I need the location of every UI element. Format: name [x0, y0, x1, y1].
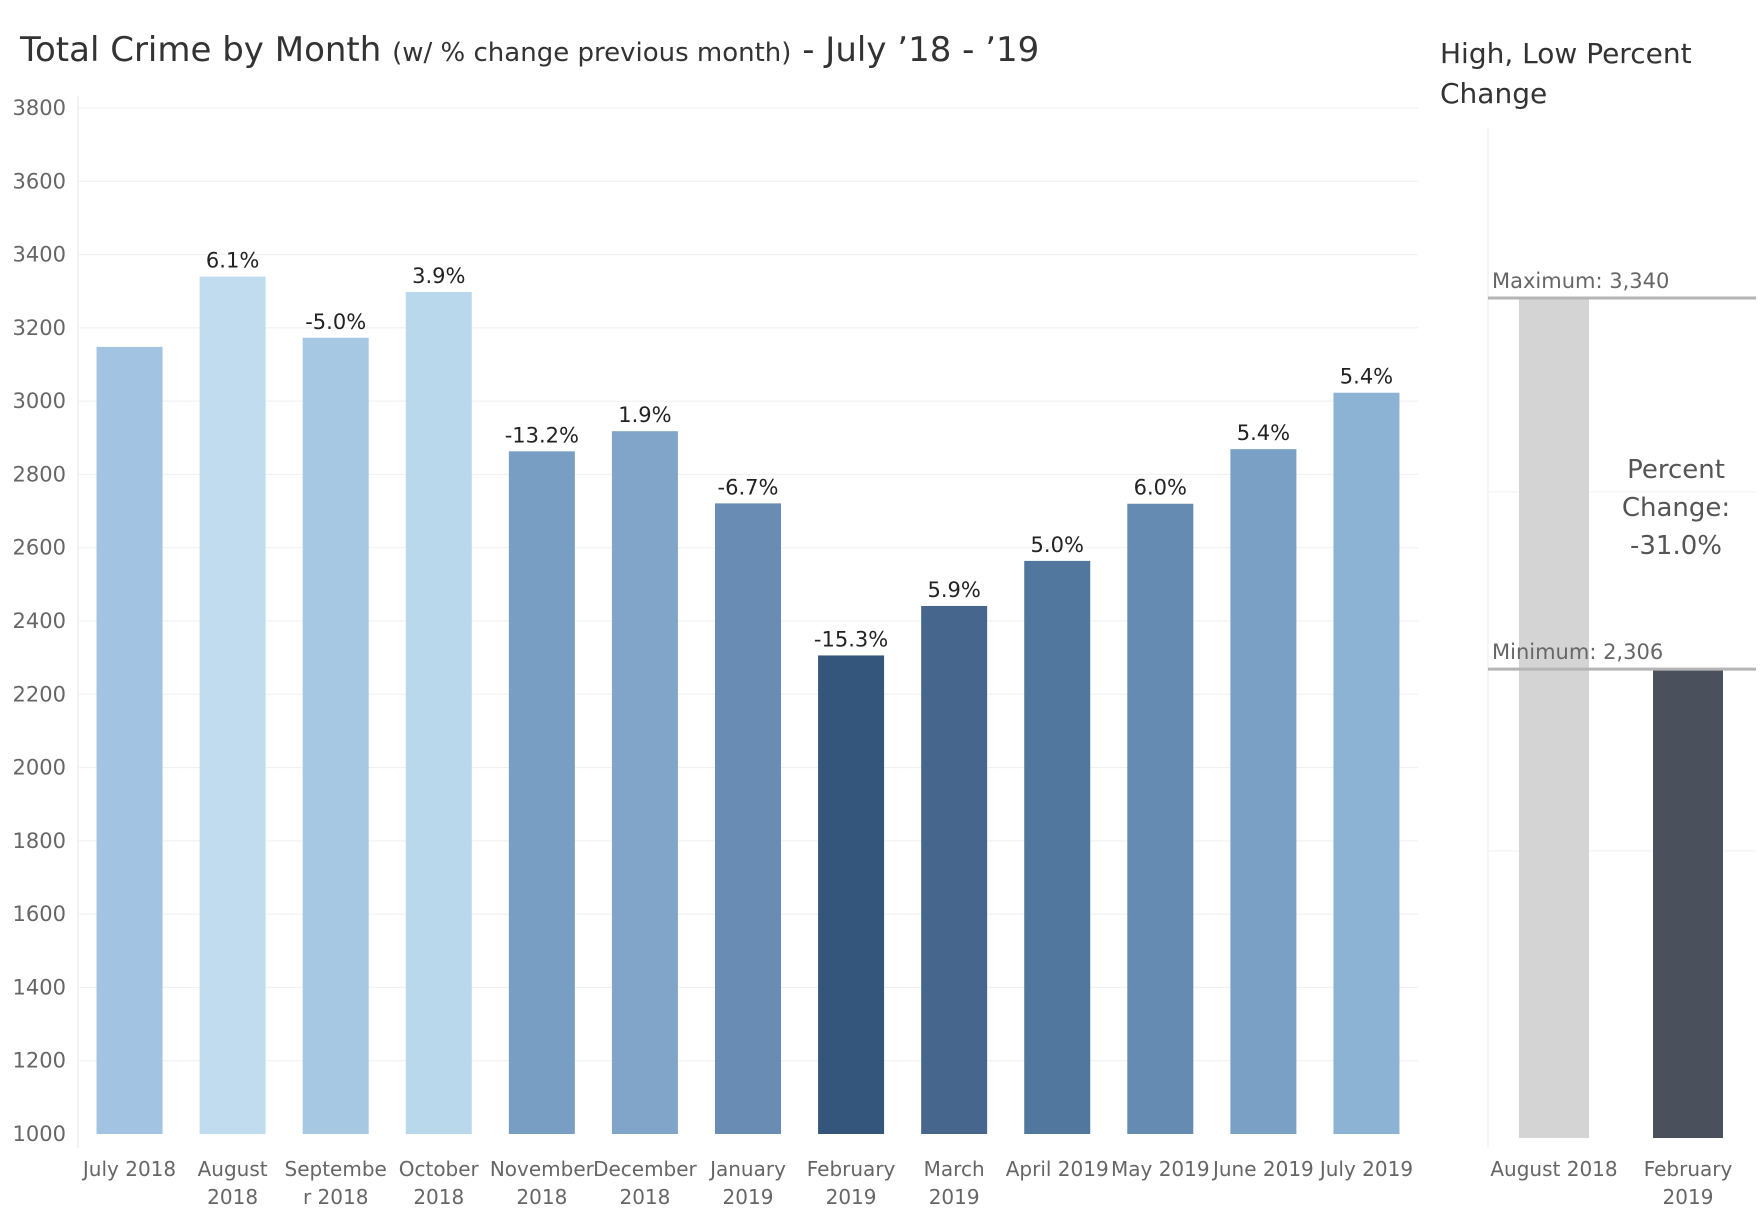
bar-8 [818, 655, 885, 1134]
x-tick-label: March [924, 1157, 985, 1181]
data-label: 6.0% [1134, 476, 1187, 500]
y-tick-label: 2000 [13, 756, 66, 780]
data-label: 5.0% [1031, 533, 1084, 557]
percent-change-annotation: Percent [1627, 455, 1725, 485]
y-tick-label: 3400 [13, 243, 66, 267]
y-tick-label: 1400 [13, 975, 66, 999]
bar-5 [508, 451, 575, 1134]
x-tick-label: r 2018 [303, 1185, 368, 1209]
data-label: -15.3% [814, 627, 888, 651]
side-x-tick-label: 2019 [1663, 1185, 1714, 1209]
chart-title-main: Total Crime by Month [20, 30, 393, 70]
percent-change-annotation: Change: [1622, 493, 1730, 523]
data-label: 1.9% [618, 403, 671, 427]
y-tick-label: 3000 [13, 389, 66, 413]
y-tick-label: 1000 [13, 1122, 66, 1146]
side-bar-1 [1519, 298, 1589, 1138]
bar-7 [715, 503, 781, 1134]
y-tick-label: 1200 [13, 1049, 66, 1073]
x-tick-label: 2019 [826, 1185, 877, 1209]
data-label: -5.0% [305, 310, 366, 334]
data-label: 6.1% [206, 249, 259, 273]
bar-12 [1230, 449, 1297, 1134]
y-tick-label: 3800 [13, 96, 66, 120]
x-tick-label: August [198, 1157, 268, 1181]
bar-3 [302, 337, 369, 1134]
x-tick-label: June 2019 [1211, 1157, 1314, 1181]
x-tick-label: April 2019 [1006, 1157, 1109, 1181]
bar-11 [1127, 503, 1194, 1134]
max-reference-label: Maximum: 3,340 [1492, 269, 1669, 293]
data-label: 5.4% [1237, 421, 1290, 445]
chart-title-period: - July ’18 - ’19 [791, 30, 1040, 70]
y-tick-label: 1800 [13, 829, 66, 853]
x-tick-label: May 2019 [1111, 1157, 1210, 1181]
x-tick-label: 2018 [207, 1185, 258, 1209]
y-tick-label: 2400 [13, 609, 66, 633]
data-label: -6.7% [718, 475, 779, 499]
x-tick-label: 2019 [723, 1185, 774, 1209]
side-bar-2 [1653, 669, 1723, 1138]
y-tick-label: 1600 [13, 902, 66, 926]
chart-title: Total Crime by Month (w/ % change previo… [20, 30, 1039, 70]
bar-4 [405, 291, 472, 1134]
x-tick-label: 2018 [516, 1185, 567, 1209]
x-tick-label: July 2018 [81, 1157, 176, 1181]
x-tick-label: July 2019 [1318, 1157, 1413, 1181]
bar-9 [921, 605, 988, 1134]
x-tick-label: December [593, 1157, 697, 1181]
x-tick-label: 2018 [413, 1185, 464, 1209]
y-tick-label: 2200 [13, 682, 66, 706]
y-tick-label: 3600 [13, 169, 66, 193]
x-tick-label: January [708, 1157, 786, 1181]
bar-2 [199, 276, 266, 1134]
percent-change-annotation: -31.0% [1630, 531, 1722, 561]
x-tick-label: 2018 [619, 1185, 670, 1209]
min-reference-label: Minimum: 2,306 [1492, 640, 1663, 664]
data-label: 3.9% [412, 264, 465, 288]
x-tick-label: Septembe [285, 1157, 387, 1181]
side-x-tick-label: February [1644, 1157, 1733, 1181]
side-chart-title: High, Low Percent Change [1440, 37, 1692, 110]
y-tick-label: 3200 [13, 316, 66, 340]
y-tick-label: 2600 [13, 536, 66, 560]
y-tick-label: 2800 [13, 462, 66, 486]
chart-title-sub: (w/ % change previous month) [392, 38, 792, 68]
bar-10 [1024, 560, 1091, 1134]
data-label: 5.9% [927, 578, 980, 602]
data-label: -13.2% [505, 423, 579, 447]
bar-6 [611, 431, 678, 1134]
x-tick-label: October [399, 1157, 480, 1181]
bar-1 [96, 346, 163, 1134]
data-label: 5.4% [1340, 365, 1393, 389]
x-tick-label: November [490, 1157, 595, 1181]
bar-13 [1333, 392, 1400, 1135]
x-tick-label: February [807, 1157, 896, 1181]
side-x-tick-label: August 2018 [1490, 1157, 1617, 1181]
x-tick-label: 2019 [929, 1185, 980, 1209]
